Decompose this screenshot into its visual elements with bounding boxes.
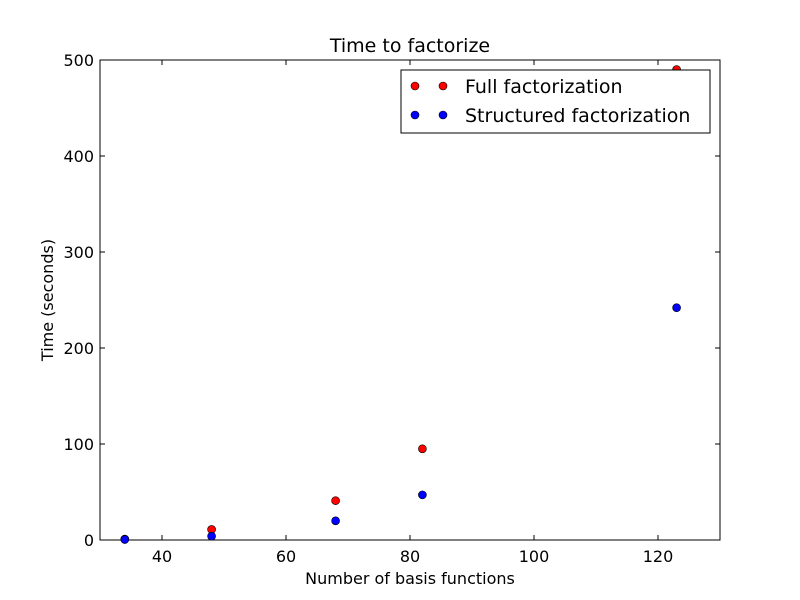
- y-tick-label: 0: [84, 531, 94, 550]
- data-point: [207, 531, 216, 541]
- x-tick-label: 100: [519, 547, 550, 566]
- x-tick-label: 40: [152, 547, 172, 566]
- legend-marker: [438, 110, 448, 120]
- data-point: [331, 516, 340, 526]
- y-tick-label: 300: [63, 243, 94, 262]
- plot-layer: 40 60 80 100 120 0 100 200 300 400 500 Time to fact…: [38, 35, 721, 588]
- legend-marker: [410, 110, 420, 120]
- legend-box: [400, 69, 711, 134]
- x-tick-label: 60: [276, 547, 296, 566]
- legend-marker: [410, 81, 420, 91]
- data-point: [418, 444, 427, 454]
- y-tick-label: 500: [63, 51, 94, 70]
- legend-label: Full factorization: [465, 76, 622, 98]
- data-point: [672, 303, 681, 312]
- chart-title: Time to factorize: [329, 35, 490, 57]
- y-tick-label: 400: [63, 147, 94, 166]
- x-axis-label: Number of basis functions: [305, 569, 515, 588]
- x-tick-label: 80: [400, 547, 420, 566]
- legend-marker: [438, 81, 448, 91]
- series-full: [120, 65, 681, 544]
- x-tick-label: 120: [643, 547, 674, 566]
- data-point: [418, 490, 427, 500]
- y-tick-label: 100: [63, 435, 94, 454]
- data-point: [331, 496, 340, 505]
- series-structured: [120, 303, 681, 544]
- y-axis-label: Time (seconds): [38, 239, 57, 362]
- legend-label: Structured factorization: [465, 105, 690, 127]
- data-point: [120, 535, 130, 544]
- y-tick-label: 200: [63, 339, 94, 358]
